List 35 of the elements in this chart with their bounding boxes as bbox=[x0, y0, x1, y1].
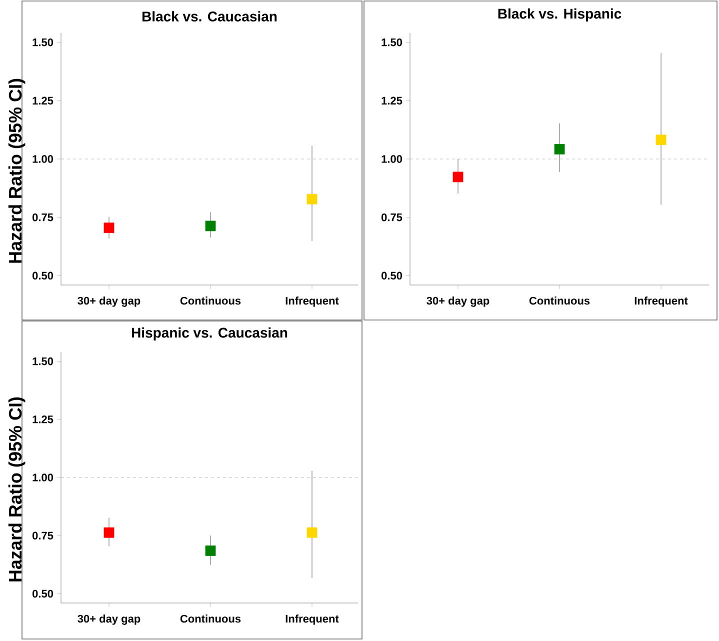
y-tick-label: 0.75 bbox=[32, 213, 54, 222]
x-tick-label: 30+ day gap bbox=[426, 296, 490, 307]
point bbox=[205, 220, 216, 232]
x-tick-label: Continuous bbox=[180, 296, 241, 305]
y-axis-title: Hazard Ratio (95% CI) bbox=[8, 397, 26, 582]
y-tick-label: 1.00 bbox=[32, 474, 54, 482]
point bbox=[656, 134, 666, 146]
y-tick-label: 0.75 bbox=[382, 213, 402, 222]
y-tick-label: 0.75 bbox=[32, 532, 54, 540]
x-tick-label: 30+ day gap bbox=[78, 296, 140, 307]
y-tick-label: 0.50 bbox=[32, 590, 54, 598]
x-tick-label: Continuous bbox=[180, 614, 241, 623]
point bbox=[104, 222, 114, 234]
y-tick-label: 1.00 bbox=[382, 155, 402, 163]
y-tick-label: 0.50 bbox=[32, 272, 54, 280]
y-axis-title: Hazard Ratio (95% CI) bbox=[8, 78, 26, 263]
y-tick-label: 1.50 bbox=[382, 38, 402, 46]
point bbox=[554, 144, 565, 154]
x-tick-label: Continuous bbox=[529, 296, 590, 305]
x-tick-label: Infrequent bbox=[286, 296, 339, 307]
y-tick-label: 1.25 bbox=[32, 96, 54, 105]
y-tick-label: 1.25 bbox=[382, 96, 402, 105]
chart-title: Hispanic vs. Caucasian bbox=[132, 327, 288, 340]
x-tick-label: Infrequent bbox=[286, 614, 339, 625]
y-tick-label: 1.50 bbox=[32, 38, 54, 46]
y-tick-label: 1.00 bbox=[32, 155, 54, 163]
y-tick-label: 0.50 bbox=[382, 272, 402, 280]
y-tick-label: 1.25 bbox=[32, 416, 54, 424]
point bbox=[452, 172, 464, 182]
x-tick-label: 30+ day gap bbox=[78, 614, 140, 625]
point bbox=[306, 194, 318, 204]
chart-title: Black vs. Hispanic bbox=[498, 8, 622, 22]
y-tick-label: 1.50 bbox=[32, 357, 54, 366]
x-tick-label: Infrequent bbox=[634, 296, 688, 307]
chart-title: Black vs. Caucasian bbox=[142, 11, 277, 22]
